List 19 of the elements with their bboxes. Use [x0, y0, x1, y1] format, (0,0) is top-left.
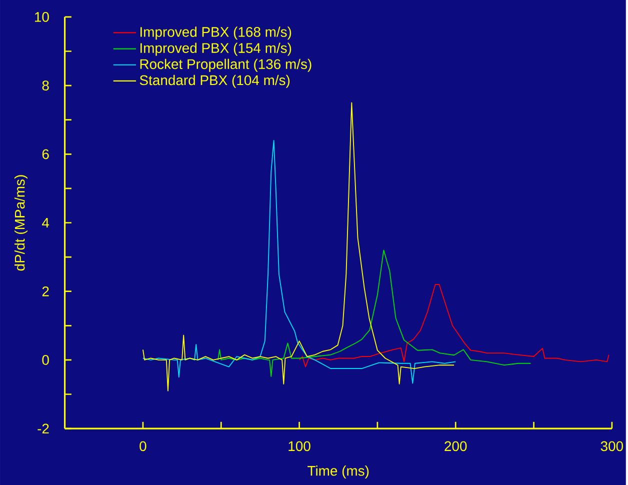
legend-label: Rocket Propellant (136 m/s) [140, 58, 312, 72]
y-tick-label: 0 [42, 354, 49, 365]
x-tick-label: 300 [600, 441, 624, 451]
line-series [218, 250, 532, 377]
y-tick-label: 8 [42, 80, 49, 90]
y-tick-label: -2 [38, 424, 49, 434]
x-axis-title: Time (ms) [308, 465, 369, 478]
line-series [142, 102, 455, 392]
y-tick-label: 2 [42, 286, 49, 296]
y-tick-label: 4 [42, 218, 50, 228]
legend-label: Improved PBX (168 m/s) [140, 26, 292, 40]
x-tick-label: 0 [140, 441, 146, 451]
y-axis-title: dP/dt (MPa/ms) [14, 175, 28, 270]
x-tick-label: 100 [288, 441, 310, 451]
x-tick-label: 200 [444, 441, 467, 451]
legend-label: Standard PBX (104 m/s) [140, 74, 290, 88]
y-tick-label: 10 [35, 12, 49, 22]
y-tick-label: 6 [42, 149, 49, 159]
legend-label: Improved PBX (154 m/s) [140, 42, 292, 56]
